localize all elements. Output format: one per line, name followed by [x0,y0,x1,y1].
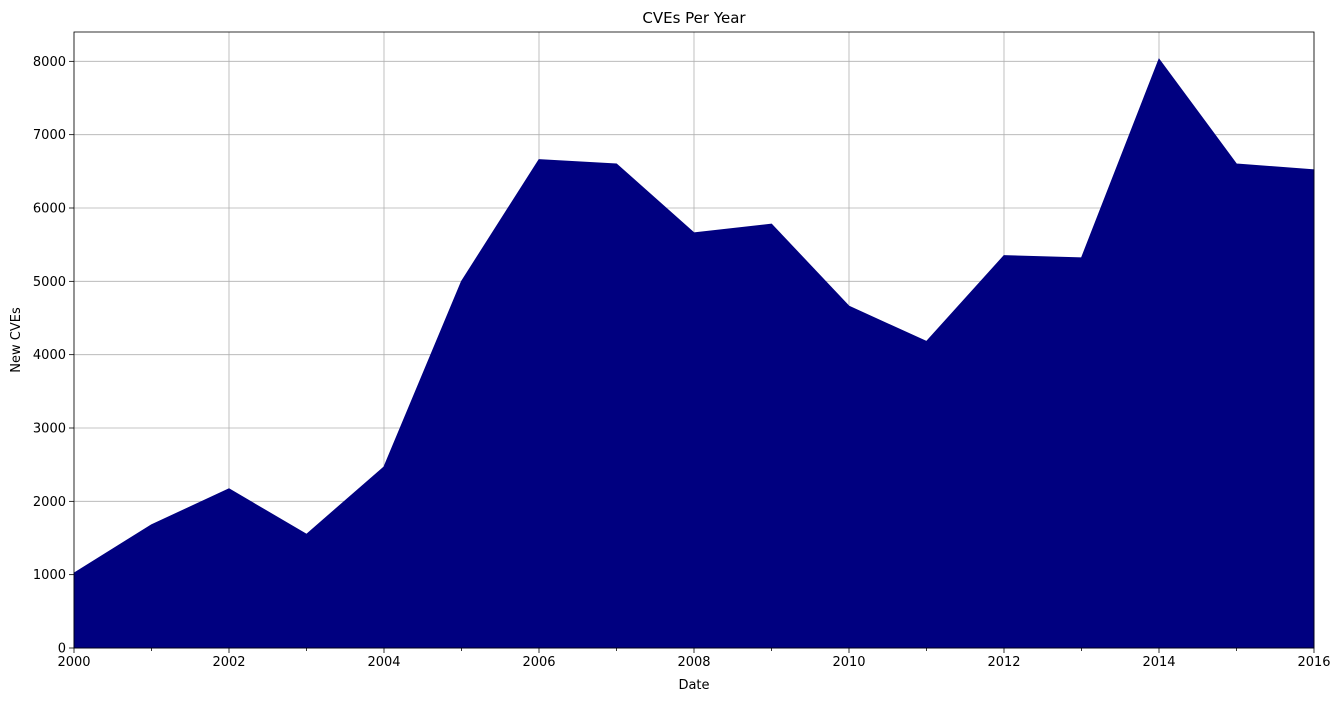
x-tick-label-7: 2014 [1142,655,1175,670]
x-tick-label-8: 2016 [1297,655,1330,670]
x-tick-label-6: 2012 [987,655,1020,670]
x-tick-label-5: 2010 [832,655,865,670]
y-axis: 0 1000 2000 3000 4000 5000 6000 7000 8000 [33,55,74,657]
x-tick-label-0: 2000 [57,655,90,670]
x-tick-label-1: 2002 [212,655,245,670]
x-axis-label: Date [678,678,709,693]
y-tick-label-5: 5000 [33,275,66,290]
y-tick-label-2: 2000 [33,495,66,510]
y-tick-label-0: 0 [58,642,66,657]
y-tick-label-4: 4000 [33,348,66,363]
x-tick-label-2: 2004 [367,655,400,670]
y-axis-label: New CVEs [9,307,24,373]
y-tick-label-1: 1000 [33,568,66,583]
y-tick-label-8: 8000 [33,55,66,70]
x-tick-label-3: 2006 [522,655,555,670]
y-tick-label-7: 7000 [33,128,66,143]
y-tick-label-6: 6000 [33,202,66,217]
chart-title: CVEs Per Year [642,9,746,27]
x-tick-label-4: 2008 [677,655,710,670]
series-area [73,58,1315,649]
x-axis: 2000 2002 2004 2006 2008 2010 2012 2014 2016 [57,648,1331,670]
y-tick-label-3: 3000 [33,422,66,437]
